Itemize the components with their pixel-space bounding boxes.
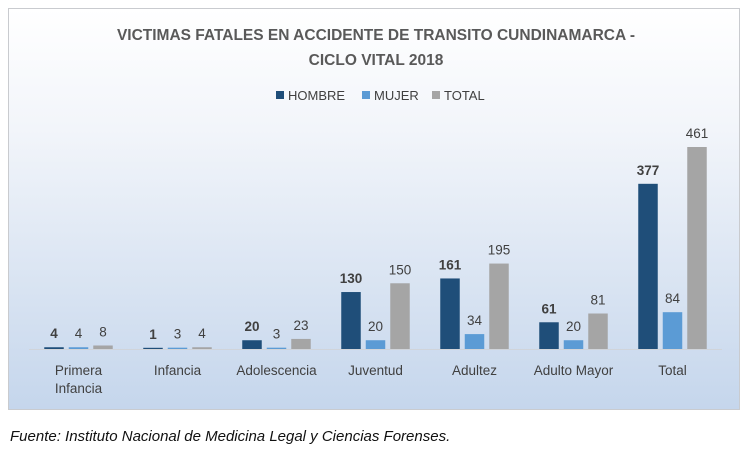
bar-hombre-4: [341, 292, 361, 349]
category-label-1-line-2: Infancia: [55, 381, 103, 396]
data-label-mujer-1: 4: [75, 326, 83, 341]
bar-hombre-5: [440, 278, 460, 349]
chart-title-line-2: CICLO VITAL 2018: [309, 52, 444, 69]
source-footnote: Fuente: Instituto Nacional de Medicina L…: [10, 428, 451, 445]
bar-hombre-3: [242, 340, 262, 349]
data-label-hombre-5: 161: [439, 257, 462, 272]
data-label-mujer-3: 3: [273, 327, 281, 342]
bar-mujer-1: [68, 347, 89, 349]
data-label-total-7: 461: [686, 126, 709, 141]
data-label-mujer-6: 20: [566, 319, 581, 334]
category-label-3: Adolescencia: [236, 363, 317, 378]
bar-total-4: [390, 283, 410, 349]
legend-label-total: TOTAL: [444, 88, 485, 103]
data-label-mujer-4: 20: [368, 319, 383, 334]
category-label-1-line-1: Primera: [55, 363, 103, 378]
bar-mujer-3: [266, 347, 287, 349]
bar-hombre-2: [143, 347, 163, 349]
bar-hombre-7: [638, 183, 658, 349]
bar-mujer-4: [365, 340, 386, 349]
category-label-7: Total: [658, 363, 687, 378]
data-label-hombre-7: 377: [637, 163, 660, 178]
bar-hombre-6: [539, 322, 559, 349]
legend-swatch-total: [432, 91, 440, 99]
data-label-hombre-3: 20: [244, 319, 259, 334]
legend-label-mujer: MUJER: [374, 88, 419, 103]
bar-total-1: [93, 345, 113, 349]
data-label-total-5: 195: [488, 243, 511, 258]
bar-total-6: [588, 313, 608, 349]
data-label-total-4: 150: [389, 262, 412, 277]
category-label-6: Adulto Mayor: [534, 363, 614, 378]
legend-swatch-mujer: [362, 91, 370, 99]
bar-total-7: [687, 147, 707, 349]
data-label-total-3: 23: [293, 318, 308, 333]
data-label-total-1: 8: [99, 324, 107, 339]
data-label-hombre-4: 130: [340, 271, 363, 286]
bar-chart: VICTIMAS FATALES EN ACCIDENTE DE TRANSIT…: [29, 27, 722, 396]
category-label-4: Juventud: [348, 363, 403, 378]
data-label-total-6: 81: [590, 293, 605, 308]
chart-title-line-1: VICTIMAS FATALES EN ACCIDENTE DE TRANSIT…: [117, 27, 635, 44]
bar-total-3: [291, 338, 311, 349]
data-label-hombre-6: 61: [541, 301, 557, 316]
data-label-mujer-5: 34: [467, 313, 483, 328]
bar-mujer-5: [464, 334, 485, 349]
legend-label-hombre: HOMBRE: [288, 88, 345, 103]
data-label-hombre-2: 1: [149, 327, 157, 342]
data-label-mujer-7: 84: [665, 291, 681, 306]
data-label-total-2: 4: [198, 326, 206, 341]
bar-hombre-1: [44, 347, 64, 349]
bar-total-5: [489, 263, 509, 349]
chart-frame: VICTIMAS FATALES EN ACCIDENTE DE TRANSIT…: [8, 8, 740, 410]
bar-mujer-2: [167, 347, 188, 349]
category-label-5: Adultez: [452, 363, 497, 378]
bar-mujer-7: [662, 312, 683, 349]
data-label-hombre-1: 4: [50, 326, 58, 341]
data-label-mujer-2: 3: [174, 327, 182, 342]
bar-total-2: [192, 347, 212, 349]
legend-swatch-hombre: [276, 91, 284, 99]
bar-mujer-6: [563, 340, 584, 349]
category-label-2: Infancia: [154, 363, 202, 378]
